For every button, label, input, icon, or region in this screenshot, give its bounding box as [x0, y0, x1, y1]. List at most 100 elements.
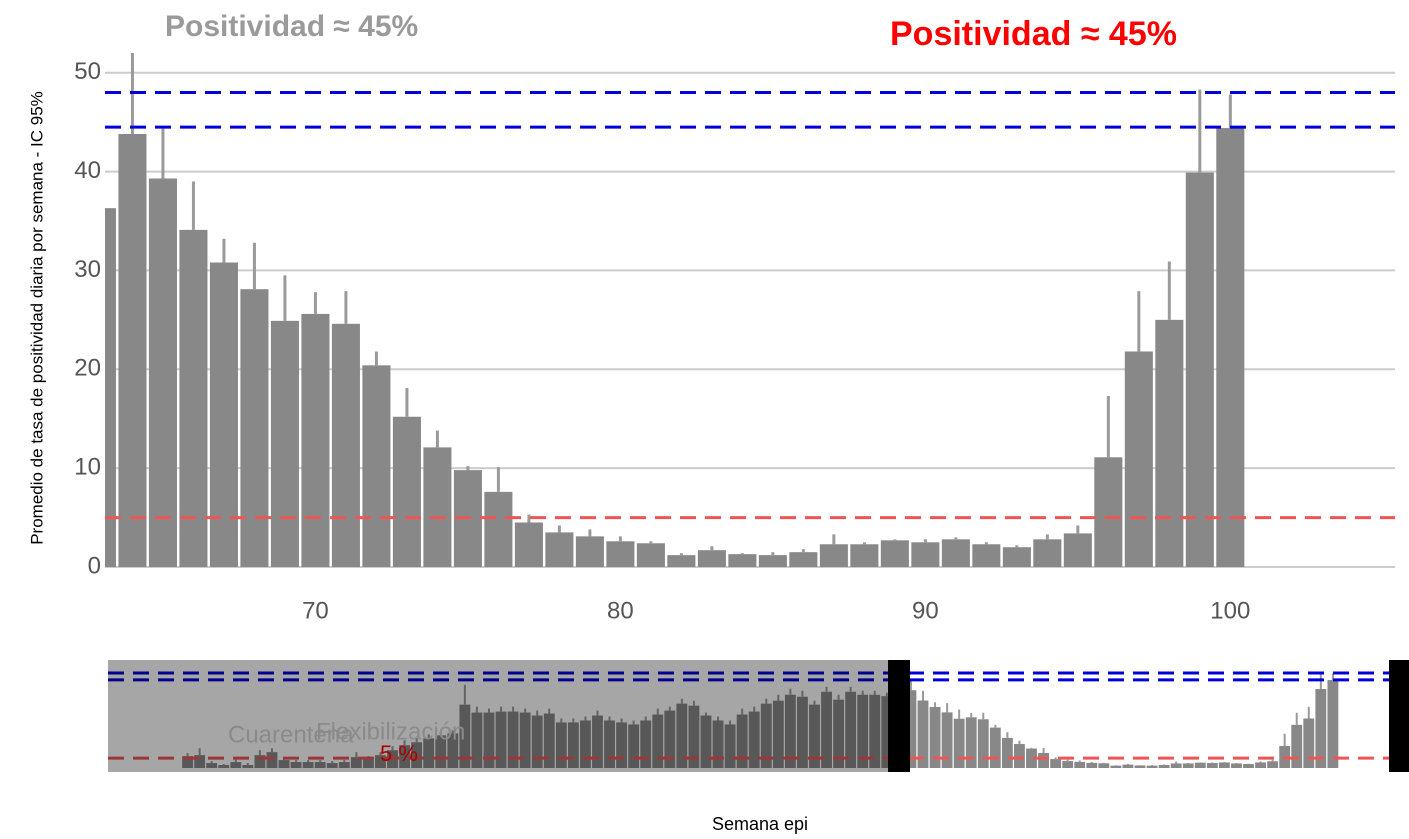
bar	[972, 544, 1001, 567]
bar	[301, 313, 330, 567]
bar	[1185, 172, 1214, 567]
navigator-bar	[1086, 762, 1098, 768]
navigator-bar	[797, 696, 808, 768]
bar	[758, 555, 787, 567]
bar	[941, 539, 970, 567]
navigator-bar	[1050, 759, 1062, 768]
navigator-bar	[616, 722, 628, 768]
y-tick-label: 40	[74, 157, 101, 184]
bar	[209, 262, 238, 567]
navigator-bar	[459, 704, 471, 768]
bar	[545, 532, 574, 567]
navigator-bar	[857, 694, 869, 768]
navigator-bar	[302, 762, 314, 768]
navigator-bar	[953, 718, 965, 768]
navigator-bar	[736, 714, 748, 768]
bar	[728, 554, 757, 567]
navigator-bar	[748, 711, 760, 768]
bar	[514, 522, 543, 567]
navigator-bar	[784, 694, 796, 768]
navigator-bar	[254, 755, 266, 768]
navigator-bar	[1194, 762, 1206, 768]
navigator-bar	[821, 691, 832, 768]
bar	[179, 229, 208, 567]
navigator-bar	[1303, 718, 1315, 768]
navigator-bar	[567, 722, 579, 768]
navigator-bar	[881, 696, 893, 768]
navigator-bar	[278, 760, 290, 768]
navigator-bar	[194, 755, 206, 768]
plot-area	[0, 52, 1395, 568]
bar	[911, 542, 940, 567]
navigator-bar	[471, 712, 483, 768]
navigator-bar	[519, 712, 531, 768]
navigator-bar	[1134, 765, 1146, 768]
navigator-bar	[1206, 763, 1218, 768]
navigator-bar	[375, 755, 386, 768]
x-tick-label: 80	[607, 597, 634, 624]
navigator-bar	[290, 762, 302, 768]
bar	[118, 134, 147, 567]
bar	[789, 552, 818, 567]
bar	[270, 320, 299, 567]
navigator-bar	[1315, 688, 1327, 768]
navigator-bar	[941, 712, 953, 768]
annotation: Positividad ≈ 45%	[165, 10, 418, 43]
navigator-bar	[772, 700, 784, 768]
navigator-bar	[399, 745, 411, 768]
bar	[1002, 547, 1031, 567]
y-tick-label: 10	[74, 453, 101, 480]
x-tick-label: 70	[302, 597, 329, 624]
range-handle[interactable]	[888, 660, 911, 772]
bar	[606, 541, 635, 567]
navigator-bar	[435, 735, 447, 768]
y-axis-label: Promedio de tasa de positividad diaria p…	[27, 91, 46, 545]
annotation: Positividad ≈ 45%	[890, 15, 1177, 53]
navigator-bar	[1267, 761, 1279, 768]
navigator-bar	[1062, 761, 1074, 768]
navigator-bar	[326, 763, 338, 768]
navigator-bar	[531, 715, 543, 768]
y-tick-label: 0	[88, 552, 101, 579]
bar	[1063, 533, 1092, 567]
navigator-bar	[604, 720, 615, 768]
navigator-bar	[712, 720, 724, 768]
y-tick-label: 50	[74, 58, 101, 85]
navigator-bar	[447, 733, 459, 768]
navigator-annotation: 5 %	[380, 741, 418, 766]
bar	[819, 544, 848, 567]
range-handle[interactable]	[1389, 660, 1409, 772]
bar	[636, 543, 665, 567]
navigator-bar	[218, 765, 230, 768]
navigator-bar	[1074, 761, 1086, 768]
navigator-bar	[592, 715, 603, 768]
y-tick-label: 20	[74, 355, 101, 382]
navigator-bar	[965, 717, 977, 768]
navigator-shade	[108, 660, 889, 772]
navigator-bar	[652, 714, 664, 768]
navigator-bar	[845, 691, 857, 768]
navigator-bar	[1122, 764, 1134, 768]
bar	[850, 544, 879, 567]
bar	[0, 186, 24, 567]
navigator-bar	[1001, 737, 1013, 768]
navigator-bar	[206, 763, 218, 768]
navigator-bar	[1098, 763, 1110, 768]
navigator-bar	[182, 756, 193, 768]
navigator-annotation: Cuarentena	[228, 721, 354, 748]
bar	[667, 555, 696, 567]
navigator-bar	[230, 762, 242, 768]
navigator-bar	[314, 762, 326, 768]
navigator-bar	[1255, 762, 1266, 768]
bar	[362, 365, 391, 567]
navigator-bar	[989, 727, 1001, 768]
navigator-bar	[628, 724, 640, 768]
bar	[240, 289, 269, 567]
x-tick-label: 90	[912, 597, 939, 624]
bar	[697, 550, 726, 567]
navigator-annotation: Flexibilización	[316, 718, 465, 745]
navigator-bar	[1038, 752, 1049, 768]
navigator-bar	[724, 724, 736, 768]
navigator-bar	[1327, 680, 1339, 768]
